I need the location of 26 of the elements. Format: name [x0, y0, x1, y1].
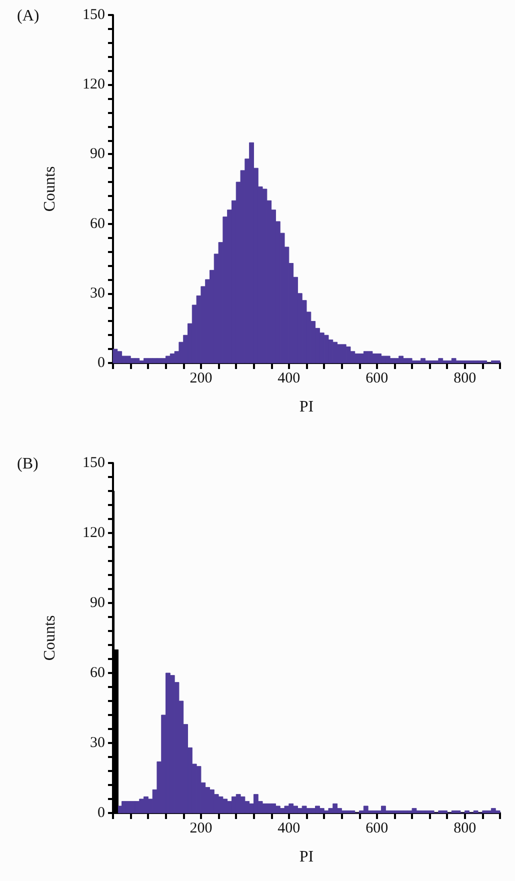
y-axis-title: Counts — [42, 615, 58, 661]
x-tick-label: 400 — [278, 820, 300, 836]
x-tick-label: 600 — [366, 370, 388, 386]
y-tick-label: 0 — [98, 355, 105, 371]
y-tick-label: 60 — [90, 216, 105, 232]
y-tick-label: 0 — [98, 805, 105, 821]
x-tick-label: 400 — [278, 370, 300, 386]
y-tick-label: 60 — [90, 665, 105, 681]
x-tick-label: 800 — [454, 370, 476, 386]
y-tick-label: 30 — [90, 285, 105, 302]
y-tick-label: 120 — [82, 525, 105, 541]
chart-title: (A) — [17, 8, 40, 24]
y-tick-label: 150 — [82, 455, 105, 471]
x-tick-label: 200 — [190, 820, 212, 836]
x-axis-title: PI — [299, 848, 314, 866]
y-tick-label: 120 — [82, 76, 105, 93]
y-tick-label: 150 — [82, 7, 105, 23]
x-axis-title: PI — [299, 398, 314, 416]
y-tick-label: 90 — [90, 146, 105, 162]
chart-title: (B) — [17, 456, 38, 472]
x-tick-label: 600 — [366, 820, 388, 836]
y-axis-title: Counts — [42, 166, 58, 212]
x-tick-label: 200 — [190, 370, 212, 386]
y-tick-label: 90 — [90, 595, 105, 611]
x-tick-label: 800 — [454, 820, 476, 836]
y-tick-label: 30 — [90, 735, 105, 751]
